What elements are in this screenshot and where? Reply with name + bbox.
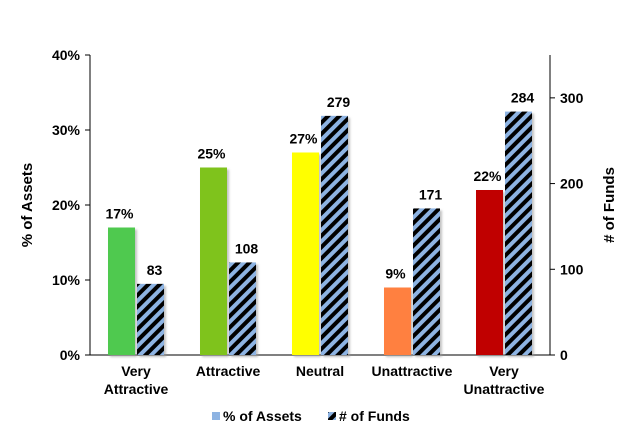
data-label-funds: 279 — [327, 94, 351, 110]
data-label-funds: 108 — [235, 240, 259, 256]
right-tick-label: 0 — [560, 347, 568, 363]
right-axis-ticks: 0 100 200 300 — [550, 90, 584, 363]
legend: % of Assets # of Funds — [212, 408, 410, 424]
right-tick-label: 100 — [560, 261, 584, 277]
right-tick-label: 200 — [560, 176, 584, 192]
bar-assets — [384, 287, 411, 355]
left-tick-label: 20% — [52, 197, 81, 213]
left-axis-title: % of Assets — [19, 163, 36, 247]
bar-funds — [413, 208, 440, 355]
bar-assets — [476, 190, 503, 355]
data-label-assets: 17% — [105, 206, 134, 222]
data-label-funds: 284 — [511, 90, 535, 106]
bar-assets — [200, 167, 227, 355]
legend-swatch-assets — [212, 412, 220, 420]
category-label: Very Attractive — [104, 363, 169, 397]
bar-funds — [321, 115, 348, 355]
category-label: Very Unattractive — [464, 363, 545, 397]
bars — [108, 111, 532, 355]
data-label-assets: 9% — [385, 266, 406, 282]
category-labels: Very Attractive Attractive Neutral Unattract… — [104, 363, 545, 397]
left-tick-label: 10% — [52, 272, 81, 288]
data-label-assets: 25% — [197, 146, 226, 162]
legend-swatch-funds — [328, 412, 336, 420]
category-label: Unattractive — [372, 363, 453, 379]
category-label: Attractive — [196, 363, 261, 379]
data-label-assets: 27% — [289, 131, 318, 147]
category-label: Neutral — [296, 363, 344, 379]
left-tick-label: 0% — [60, 347, 81, 363]
data-labels: 17% 83 25% 108 27% 279 9% 171 22% 284 — [105, 90, 534, 282]
bar-funds — [137, 283, 164, 355]
left-axis-ticks: 0% 10% 20% 30% 40% — [52, 47, 90, 363]
left-tick-label: 40% — [52, 47, 81, 63]
legend-label-funds: # of Funds — [339, 408, 410, 424]
data-label-assets: 22% — [473, 168, 502, 184]
bar-funds — [229, 262, 256, 355]
left-tick-label: 30% — [52, 122, 81, 138]
data-label-funds: 83 — [147, 262, 163, 278]
right-tick-label: 300 — [560, 90, 584, 106]
right-axis-title: # of Funds — [601, 167, 618, 243]
legend-label-assets: % of Assets — [223, 408, 302, 424]
bar-assets — [292, 152, 319, 355]
bar-assets — [108, 227, 135, 355]
bar-funds — [505, 111, 532, 355]
data-label-funds: 171 — [419, 186, 443, 202]
